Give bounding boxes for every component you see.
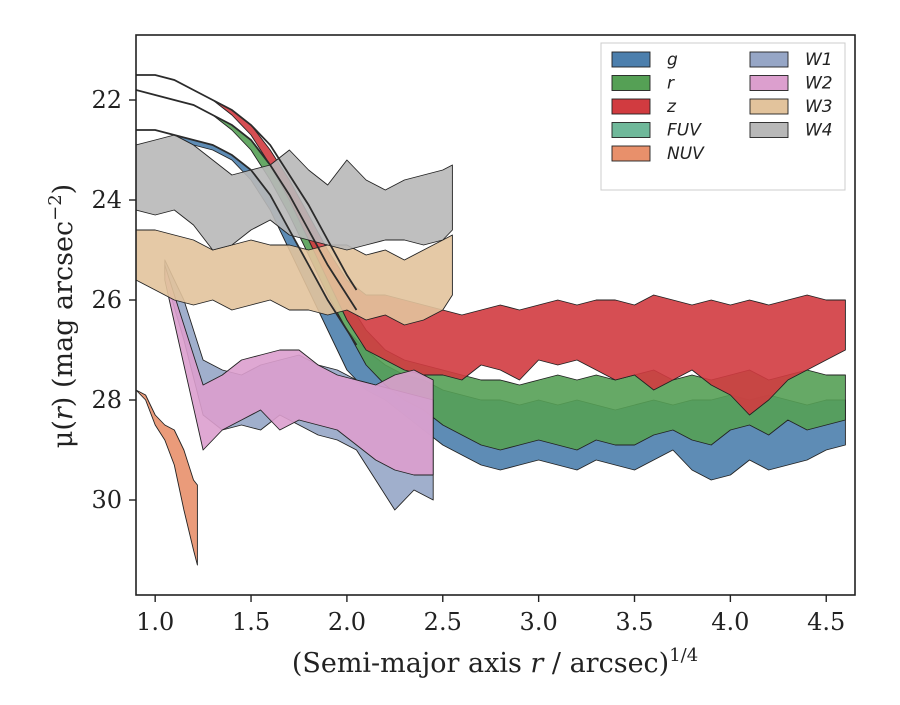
y-axis-label-var: r bbox=[48, 405, 79, 420]
x-tick-label: 1.5 bbox=[232, 608, 270, 636]
x-axis-label: (Semi-major axis r / arcsec)1/4 bbox=[292, 645, 698, 679]
legend: grz FUV NUV W1 W2 W3 W4 bbox=[600, 42, 846, 191]
x-axis-label-sup: 1/4 bbox=[669, 645, 698, 666]
legend-box bbox=[600, 42, 846, 191]
legend-swatch-r bbox=[611, 75, 651, 91]
y-tick-label: 22 bbox=[91, 86, 122, 114]
legend-swatch-w2 bbox=[749, 75, 789, 91]
x-axis-label-rest: / arcsec) bbox=[543, 648, 669, 679]
area-bands bbox=[136, 74, 846, 566]
band-nuv bbox=[136, 389, 198, 566]
legend-label-w4: W4 bbox=[805, 121, 833, 141]
y-tick-label: 30 bbox=[91, 486, 122, 514]
plot-frame bbox=[135, 34, 856, 596]
legend-label-z: z bbox=[666, 97, 677, 117]
trace-line-z bbox=[136, 74, 358, 291]
legend-label-g: g bbox=[667, 50, 678, 70]
y-tick-label: 26 bbox=[91, 286, 122, 314]
y-axis-label-close: ) bbox=[48, 397, 79, 408]
legend-swatch-fuv bbox=[611, 122, 651, 138]
x-tick-label: 4.0 bbox=[711, 608, 749, 636]
y-axis-label-mu: μ( bbox=[48, 420, 79, 448]
y-tick-label: 24 bbox=[91, 186, 122, 214]
band-w3 bbox=[136, 229, 453, 326]
legend-label-fuv: FUV bbox=[667, 121, 702, 141]
trace-line-r bbox=[136, 89, 358, 311]
legend-label-nuv: NUV bbox=[667, 144, 705, 164]
trace-line-g bbox=[136, 129, 358, 346]
x-tick-label: 4.5 bbox=[807, 608, 845, 636]
legend-swatch-w3 bbox=[749, 98, 789, 115]
x-axis: 1.0 1.5 2.0 2.5 3.0 3.5 4.0 4.5 bbox=[136, 595, 845, 636]
legend-swatch-z bbox=[611, 98, 651, 115]
x-axis-label-base: (Semi-major axis bbox=[292, 648, 531, 679]
y-axis-label-unit: (mag arcsec bbox=[48, 221, 79, 397]
trace-lines bbox=[136, 74, 358, 346]
legend-label-w2: W2 bbox=[805, 74, 833, 94]
x-tick-label: 3.5 bbox=[615, 608, 653, 636]
y-axis: 22 24 26 28 30 bbox=[91, 86, 136, 514]
x-tick-label: 2.5 bbox=[424, 608, 462, 636]
legend-swatch-nuv bbox=[611, 145, 651, 162]
x-tick-label: 3.0 bbox=[520, 608, 558, 636]
x-axis-label-var: r bbox=[530, 648, 545, 679]
y-axis-label-end: ) bbox=[48, 184, 79, 195]
legend-swatch-w1 bbox=[749, 51, 789, 68]
legend-label-r: r bbox=[667, 74, 675, 94]
legend-label-w1: W1 bbox=[805, 50, 833, 70]
legend-swatch-w4 bbox=[749, 122, 789, 138]
y-axis-label: μ(r) (mag arcsec−2) bbox=[45, 184, 79, 448]
y-axis-label-sup: −2 bbox=[45, 194, 66, 221]
x-tick-label: 1.0 bbox=[136, 608, 174, 636]
y-tick-label: 28 bbox=[91, 386, 122, 414]
legend-swatch-g bbox=[611, 51, 651, 68]
x-tick-label: 2.0 bbox=[328, 608, 366, 636]
band-w2 bbox=[164, 264, 434, 476]
legend-label-w3: W3 bbox=[805, 97, 833, 117]
